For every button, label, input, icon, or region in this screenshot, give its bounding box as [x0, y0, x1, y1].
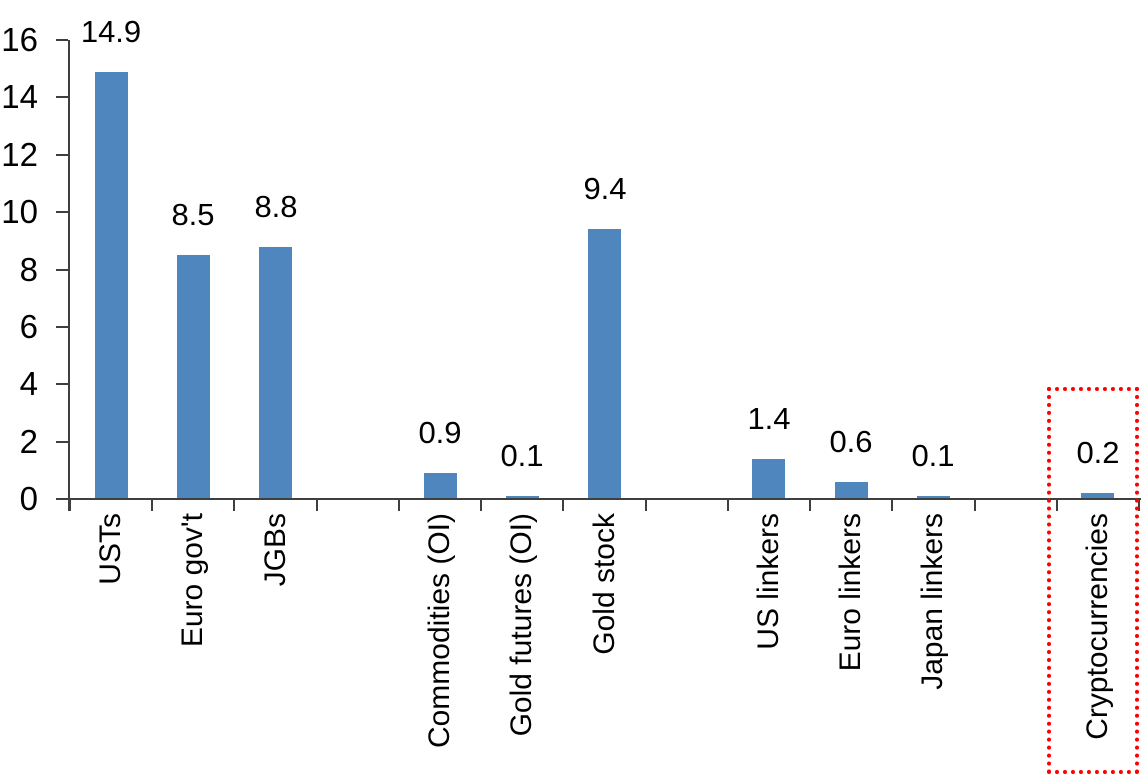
category-label: Euro linkers	[834, 513, 867, 672]
y-tick	[56, 39, 68, 41]
x-tick	[891, 499, 894, 511]
x-tick	[69, 499, 71, 511]
y-tick-label: 2	[19, 422, 38, 460]
x-tick	[644, 499, 647, 511]
y-tick	[56, 498, 68, 500]
category-label: Gold stock	[588, 513, 621, 655]
bar-value-label: 1.4	[747, 401, 791, 436]
y-tick	[56, 153, 68, 156]
y-axis-line	[68, 40, 70, 511]
bar-gold-stock	[588, 229, 621, 499]
y-tick	[56, 440, 68, 443]
category-label: US linkers	[752, 513, 785, 650]
y-tick	[56, 211, 68, 214]
x-tick	[1055, 499, 1058, 511]
bar-euro-gov-t	[177, 255, 210, 499]
x-tick	[1138, 499, 1140, 511]
bar-commodities-oi-	[424, 473, 457, 499]
x-tick	[726, 499, 729, 511]
x-tick	[973, 499, 976, 511]
x-axis-line	[68, 498, 1141, 500]
y-tick	[56, 96, 68, 99]
bar-gold-futures-oi-	[506, 496, 539, 499]
bar-us-linkers	[752, 459, 785, 499]
category-label: Japan linkers	[916, 513, 949, 690]
y-tick-label: 8	[19, 250, 38, 288]
x-tick	[480, 499, 483, 511]
y-tick-label: 6	[19, 307, 38, 345]
bar-value-label: 14.9	[80, 14, 142, 49]
bar-value-label: 9.4	[583, 171, 627, 206]
bar-value-label: 0.6	[829, 424, 873, 459]
bar-value-label: 8.5	[171, 197, 215, 232]
y-tick-label: 14	[1, 78, 38, 116]
y-tick	[56, 383, 68, 386]
y-tick-label: 0	[19, 480, 38, 517]
x-tick	[397, 499, 400, 511]
y-tick-label: 10	[1, 193, 38, 231]
y-tick-label: 4	[19, 365, 38, 403]
bar-value-label: 8.8	[254, 189, 298, 224]
x-tick	[562, 499, 565, 511]
bar-value-label: 0.2	[1076, 435, 1120, 470]
highlight-box-cryptocurrencies	[1047, 387, 1139, 774]
bar-value-label: 0.9	[418, 415, 462, 450]
category-label: USTs	[94, 513, 127, 585]
bar-euro-linkers	[835, 482, 868, 499]
bar-jgbs	[259, 247, 292, 499]
category-label: JGBs	[259, 513, 292, 587]
x-tick	[151, 499, 154, 511]
bar-usts	[95, 72, 128, 499]
bar-cryptocurrencies	[1081, 493, 1114, 499]
y-tick	[56, 268, 68, 271]
bar-value-label: 0.1	[911, 438, 955, 473]
y-tick	[56, 325, 68, 328]
x-tick	[315, 499, 318, 511]
x-tick	[233, 499, 236, 511]
x-tick	[809, 499, 812, 511]
category-label: Gold futures (OI)	[505, 513, 538, 737]
bar-value-label: 0.1	[500, 438, 544, 473]
bar-japan-linkers	[917, 496, 950, 499]
category-label: Commodities (OI)	[423, 513, 456, 749]
category-label: Euro gov't	[176, 513, 209, 648]
y-tick-label: 12	[1, 135, 38, 173]
y-tick-label: 16	[1, 21, 38, 58]
